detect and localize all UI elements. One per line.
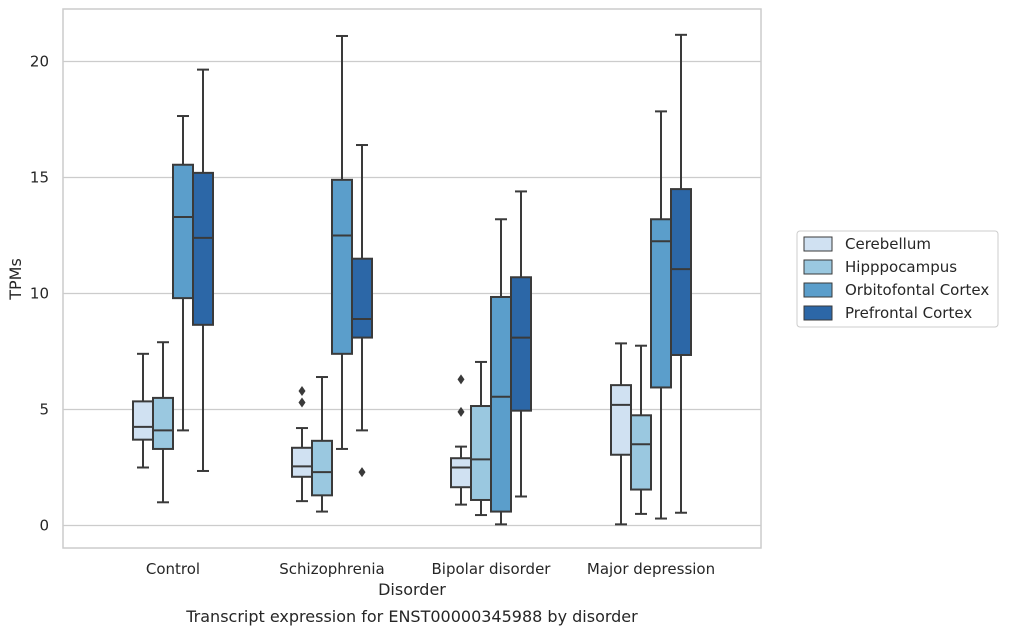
box-series (132, 33, 692, 526)
outlier-point (457, 406, 465, 417)
chart-caption: Transcript expression for ENST0000034598… (185, 607, 638, 626)
legend-swatch (803, 305, 833, 321)
legend-label: Prefrontal Cortex (845, 304, 972, 322)
box (610, 384, 632, 456)
outlier-point (358, 467, 366, 478)
box (510, 276, 532, 412)
box (192, 171, 214, 326)
y-tick-label: 10 (30, 285, 49, 303)
box (630, 414, 652, 491)
legend: Cerebellum Hipppocampus Orbitofontal Corte… (796, 230, 999, 328)
series-cerebellum (132, 342, 632, 526)
x-tick-label: Schizophrenia (279, 560, 384, 578)
legend-swatch (803, 282, 833, 298)
outlier-point (457, 374, 465, 385)
box (351, 257, 373, 339)
x-tick-labels: Control Schizophrenia Bipolar disorder Majo… (146, 560, 715, 578)
x-tick-label: Control (146, 560, 200, 578)
series-hipppocampus (152, 341, 652, 517)
legend-label: Orbitofontal Cortex (845, 281, 989, 299)
box (311, 439, 333, 497)
series-prefrontal-cortex (192, 33, 692, 514)
y-tick-label: 20 (30, 53, 49, 71)
box (470, 405, 492, 501)
box (490, 295, 512, 513)
box (331, 178, 353, 355)
outlier-point (298, 385, 306, 396)
legend-swatch (803, 236, 833, 252)
y-tick-labels: 0 5 10 15 20 (30, 53, 49, 535)
outlier-point (298, 397, 306, 408)
x-axis-label: Disorder (378, 580, 446, 599)
plot-frame (62, 8, 762, 549)
box (670, 188, 692, 356)
x-tick-label: Bipolar disorder (432, 560, 552, 578)
y-tick-label: 15 (30, 169, 49, 187)
legend-label: Cerebellum (845, 235, 931, 253)
x-tick-label: Major depression (587, 560, 715, 578)
box (172, 163, 194, 300)
box (650, 218, 672, 389)
y-tick-label: 5 (39, 401, 49, 419)
box (152, 396, 174, 450)
series-orbitofontal-cortex (172, 34, 672, 526)
box (132, 400, 154, 441)
box (450, 457, 472, 489)
box (291, 446, 313, 478)
legend-frame (796, 230, 999, 328)
legend-label: Hipppocampus (845, 258, 957, 276)
y-tick-label: 0 (39, 517, 49, 535)
y-axis-label: TPMs (6, 258, 25, 301)
legend-swatch (803, 259, 833, 275)
